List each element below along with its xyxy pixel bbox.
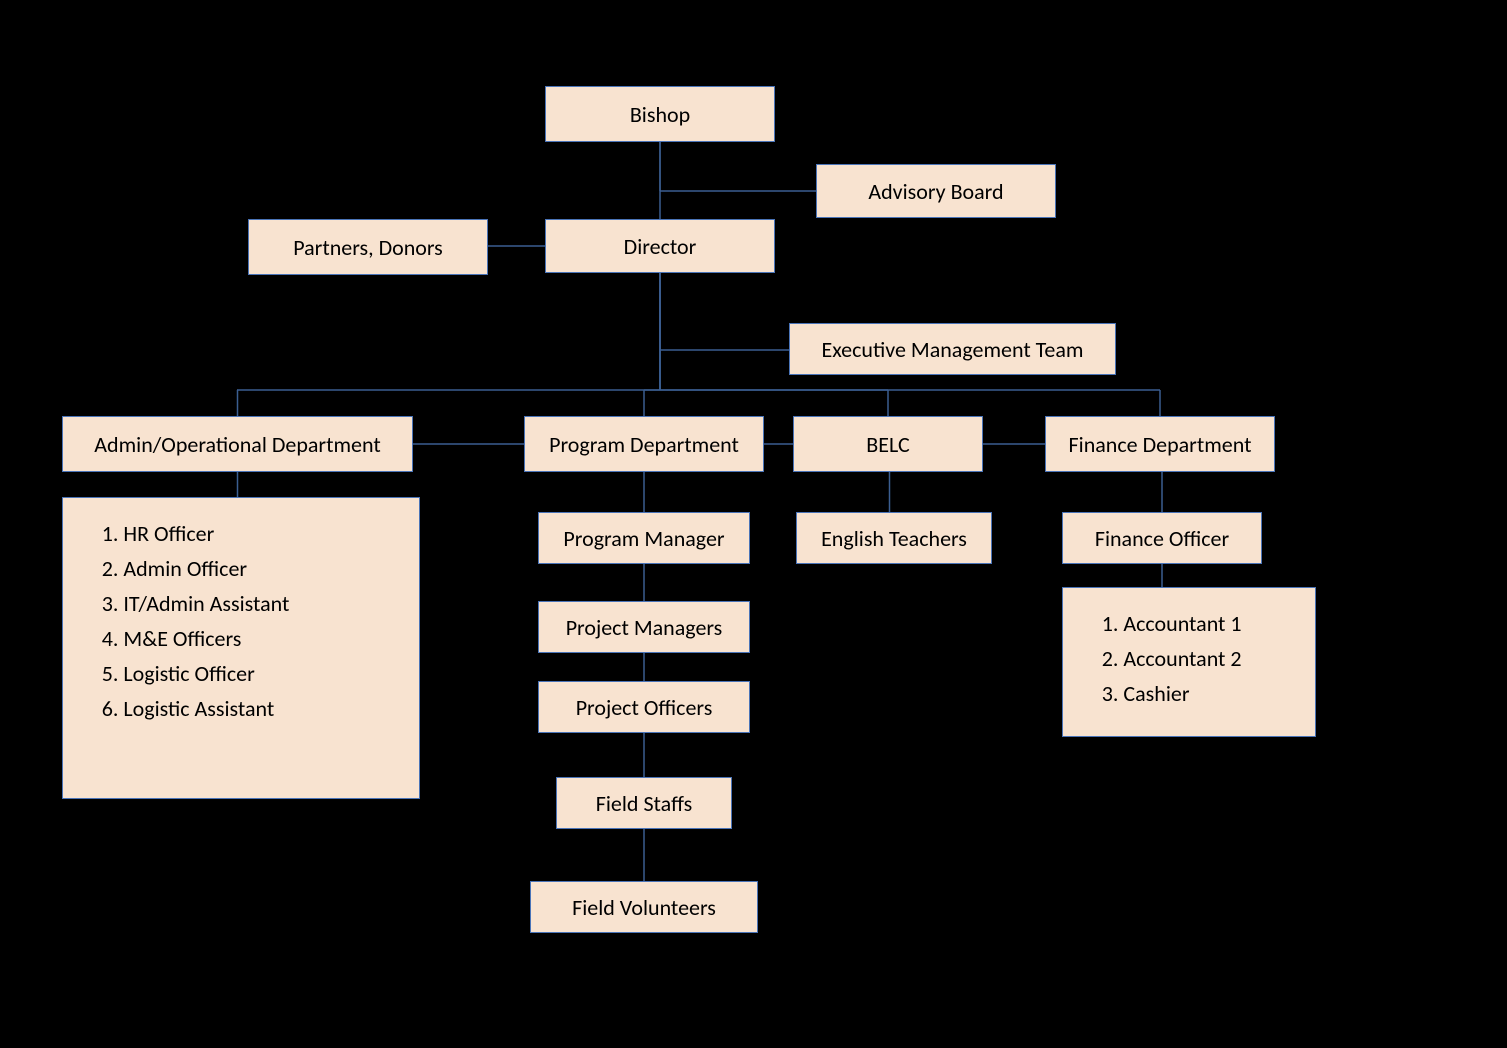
org-node-label: English Teachers [821, 525, 967, 552]
org-node-label: Bishop [630, 101, 690, 128]
org-list-admin_list: HR OfficerAdmin OfficerIT/Admin Assistan… [62, 497, 420, 799]
org-node-progmgr: Program Manager [538, 512, 750, 564]
org-node-finance: Finance Department [1045, 416, 1275, 472]
org-node-label: Field Volunteers [572, 894, 716, 921]
org-node-fieldvol: Field Volunteers [530, 881, 758, 933]
org-node-label: Finance Department [1069, 431, 1252, 458]
org-node-financeoff: Finance Officer [1062, 512, 1262, 564]
org-node-fieldstaff: Field Staffs [556, 777, 732, 829]
org-list-finance_list: Accountant 1Accountant 2Cashier [1062, 587, 1316, 737]
org-node-label: Director [624, 233, 697, 260]
org-list-item: HR Officer [123, 516, 407, 551]
org-node-director: Director [545, 219, 775, 273]
org-list-item: Cashier [1123, 676, 1303, 711]
org-node-label: Program Department [549, 431, 739, 458]
org-node-english: English Teachers [796, 512, 992, 564]
org-list-item: Accountant 1 [1123, 606, 1303, 641]
org-node-label: BELC [866, 431, 909, 458]
org-node-label: Partners, Donors [293, 234, 443, 261]
org-node-projmgrs: Project Managers [538, 601, 750, 653]
org-list-item: Admin Officer [123, 551, 407, 586]
org-node-label: Program Manager [563, 525, 724, 552]
org-node-label: Field Staffs [596, 790, 692, 817]
org-list-item: Logistic Officer [123, 656, 407, 691]
org-node-label: Executive Management Team [821, 336, 1083, 363]
org-node-program: Program Department [524, 416, 764, 472]
org-node-emt: Executive Management Team [789, 323, 1116, 375]
org-node-label: Admin/Operational Department [94, 431, 380, 458]
org-node-label: Project Officers [576, 694, 713, 721]
org-node-bishop: Bishop [545, 86, 775, 142]
org-list-item: Logistic Assistant [123, 691, 407, 726]
org-node-partners: Partners, Donors [248, 219, 488, 275]
org-node-label: Advisory Board [868, 178, 1003, 205]
org-chart-canvas: Bishop Advisory Board Partners, Donors Dire… [0, 0, 1507, 1048]
org-node-label: Project Managers [566, 614, 723, 641]
org-node-admin: Admin/Operational Department [62, 416, 413, 472]
org-node-belc: BELC [793, 416, 983, 472]
org-node-advisory: Advisory Board [816, 164, 1056, 218]
org-list-item: M&E Officers [123, 621, 407, 656]
org-list-item: IT/Admin Assistant [123, 586, 407, 621]
org-list-item: Accountant 2 [1123, 641, 1303, 676]
org-node-projoff: Project Officers [538, 681, 750, 733]
org-node-label: Finance Officer [1095, 525, 1229, 552]
